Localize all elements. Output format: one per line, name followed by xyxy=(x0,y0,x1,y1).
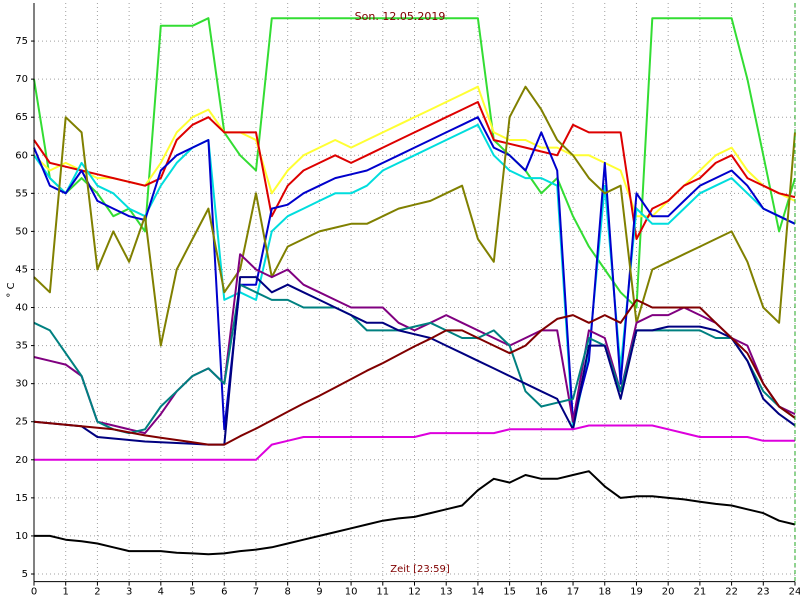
series-layer xyxy=(33,17,796,556)
x-tick-label: 5 xyxy=(189,587,195,598)
x-tick-label: 18 xyxy=(598,587,611,598)
y-tick-label: 70 xyxy=(15,74,28,85)
x-tick-label: 4 xyxy=(158,587,164,598)
x-tick-label: 12 xyxy=(408,587,421,598)
x-tick-label: 9 xyxy=(316,587,322,598)
line-series xyxy=(33,298,796,446)
line-series xyxy=(33,276,796,446)
x-tick-label: 7 xyxy=(253,587,259,598)
x-tick-label: 17 xyxy=(567,587,580,598)
line-series xyxy=(33,17,796,309)
y-tick-label: 75 xyxy=(15,36,28,47)
line-series xyxy=(33,123,796,431)
x-tick-label: 20 xyxy=(662,587,675,598)
x-tick-label: 15 xyxy=(503,587,516,598)
x-tick-label: 22 xyxy=(725,587,738,598)
y-tick-label: 60 xyxy=(15,150,28,161)
y-tick-label: 5 xyxy=(22,569,28,580)
y-tick-label: 15 xyxy=(15,493,28,504)
x-tick-label: 10 xyxy=(345,587,358,598)
y-tick-label: 45 xyxy=(15,264,28,275)
y-axis-label: ° C xyxy=(6,282,17,297)
x-tick-label: 6 xyxy=(221,587,227,598)
x-axis-label: Zeit [23:59] xyxy=(390,564,450,575)
y-tick-label: 25 xyxy=(15,417,28,428)
x-tick-label: 1 xyxy=(63,587,69,598)
x-tick-label: 3 xyxy=(126,587,132,598)
x-tick-label: 19 xyxy=(630,587,643,598)
x-tick-label: 13 xyxy=(440,587,453,598)
y-tick-label: 65 xyxy=(15,112,28,123)
line-series xyxy=(34,424,795,461)
line-series xyxy=(33,101,796,240)
y-tick-label: 40 xyxy=(15,303,28,314)
y-tick-label: 55 xyxy=(15,188,28,199)
x-tick-label: 11 xyxy=(376,587,389,598)
y-tick-label: 20 xyxy=(15,455,28,466)
y-tick-label: 35 xyxy=(15,341,28,352)
x-tick-label: 0 xyxy=(31,587,37,598)
y-tick-label: 50 xyxy=(15,226,28,237)
chart-title: Son. 12.05.2019 xyxy=(355,10,446,23)
line-series xyxy=(33,283,796,435)
line-series xyxy=(33,253,796,435)
x-tick-label: 21 xyxy=(694,587,707,598)
y-tick-label: 30 xyxy=(15,379,28,390)
line-series xyxy=(33,85,796,347)
x-tick-label: 23 xyxy=(757,587,770,598)
x-tick-label: 14 xyxy=(472,587,485,598)
y-tick-label: 10 xyxy=(15,531,28,542)
line-series xyxy=(33,116,796,431)
x-tick-label: 2 xyxy=(94,587,100,598)
x-tick-label: 8 xyxy=(284,587,290,598)
x-tick-label: 16 xyxy=(535,587,548,598)
x-tick-label: 24 xyxy=(789,587,800,598)
line-series xyxy=(34,470,796,556)
